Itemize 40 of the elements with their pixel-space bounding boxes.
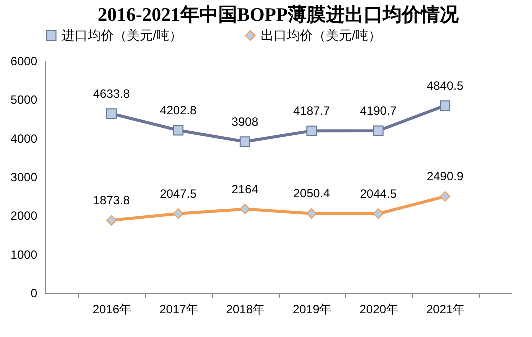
y-tick-label: 2000 [10,209,38,224]
point [373,208,384,220]
data-label: 2050.4 [294,186,331,201]
point [440,100,451,112]
point [106,108,117,120]
data-label: 1873.8 [93,194,130,208]
data-label: 2490.9 [426,170,464,184]
y-tick-label: 4000 [10,132,38,146]
y-tick-label: 5000 [10,93,38,108]
y-tick-label: 1000 [10,248,38,262]
x-tick-label: 2020年 [360,302,398,316]
data-label: 2047.5 [160,186,198,201]
x-tick-label: 2019年 [293,302,332,316]
x-tick-label: 2017年 [160,302,198,316]
point [306,126,318,136]
chart-title: 2016-2021年中国BOPP薄膜进出口均价情况 [98,4,460,26]
point [440,191,451,202]
legend-label: 进口均价（美元/吨） [62,28,183,43]
legend-label: 出口均价（美元/吨） [261,28,382,43]
y-tick-label: 0 [30,286,38,300]
data-label: 4633.8 [93,86,130,101]
point [106,215,117,226]
x-tick-label: 2021年 [426,302,466,316]
point [306,208,318,219]
point [240,204,250,215]
point [240,136,250,148]
data-label: 2044.5 [360,186,398,201]
data-label: 4187.7 [294,104,331,118]
y-tick-label: 6000 [10,54,38,68]
point [173,208,184,220]
data-label: 4190.7 [360,104,398,118]
data-label: 4202.8 [160,103,198,118]
x-tick-label: 2018年 [226,302,265,316]
data-label: 3908 [232,114,259,129]
data-label: 2164 [232,182,259,196]
y-tick-label: 3000 [10,170,38,184]
point [373,126,384,136]
point [173,125,184,136]
data-label: 4840.5 [426,78,464,93]
x-tick-label: 2016年 [92,302,132,316]
